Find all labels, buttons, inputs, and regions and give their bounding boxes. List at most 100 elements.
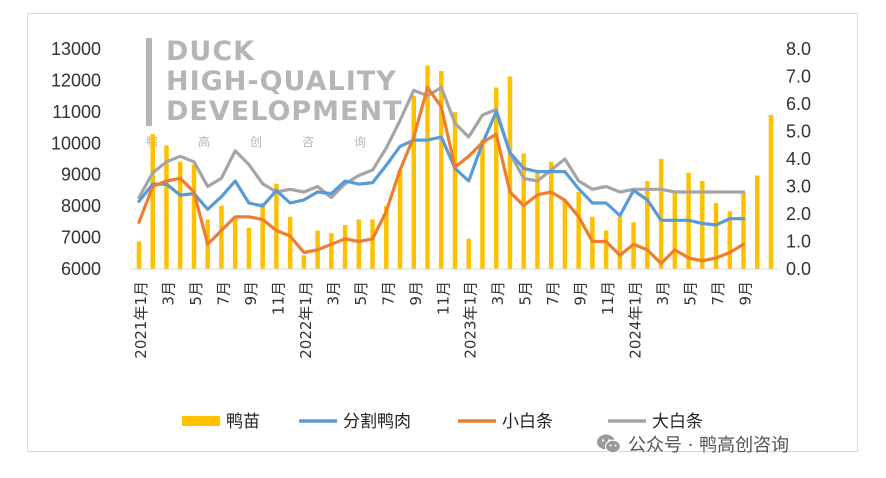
y-left-tick-label: 13000 <box>51 39 101 59</box>
legend-label: 分割鸭肉 <box>343 412 411 432</box>
bar-duckling <box>535 172 540 269</box>
bar-duckling <box>755 175 760 269</box>
x-tick-label: 3月 <box>160 281 178 306</box>
x-tick-label: 11月 <box>434 281 452 315</box>
x-tick-label: 9月 <box>242 281 260 306</box>
bar-duckling <box>191 164 197 269</box>
bar-duckling <box>219 205 224 269</box>
legend-label: 大白条 <box>652 412 703 432</box>
bar-duckling <box>425 65 430 269</box>
x-tick-label: 5月 <box>682 281 700 306</box>
x-tick-label: 9月 <box>737 281 755 306</box>
y-right-tick-label: 1.0 <box>786 232 811 252</box>
x-tick-label: 7月 <box>709 281 727 306</box>
bar-duckling <box>384 205 389 269</box>
bar-duckling <box>480 139 485 269</box>
y-axis-left: 6000 7000 8000 9000 10000 11000 12000 13000 <box>51 39 101 279</box>
legend-label: 鸭苗 <box>226 412 260 432</box>
bar-duckling <box>177 161 183 269</box>
line-segmented-duck <box>137 110 746 227</box>
x-tick-label: 2021年1月 <box>132 281 150 359</box>
bar-duckling <box>287 216 293 269</box>
bar-duckling <box>329 233 334 269</box>
y-left-tick-label: 10000 <box>51 133 101 153</box>
x-axis-ticks: 2021年1月 3月 5月 7月 9月 11月 2022年1月 3月 5月 7月 9月 11月 2023… <box>132 281 755 359</box>
bar-duckling <box>576 192 581 269</box>
legend-label: 小白条 <box>502 412 553 432</box>
line-series-group <box>137 85 746 266</box>
bar-duckling <box>645 181 650 269</box>
watermark-line1: DUCK <box>166 36 255 67</box>
bar-duckling <box>342 225 348 269</box>
bar-duckling <box>260 203 265 269</box>
x-tick-label: 9月 <box>572 281 590 306</box>
bar-duckling <box>466 238 471 269</box>
y-left-tick-label: 12000 <box>51 70 101 90</box>
bar-duckling <box>493 87 499 269</box>
bar-duckling <box>301 255 307 269</box>
line-small-carcass <box>137 85 746 266</box>
x-tick-label: 11月 <box>599 281 617 315</box>
footer-source: 公众号 · 鸭高创咨询 <box>596 431 789 457</box>
x-tick-label: 3月 <box>654 281 672 306</box>
legend: 鸭苗 分割鸭肉 小白条 大白条 <box>182 412 703 432</box>
x-tick-label: 7月 <box>214 281 232 306</box>
bar-duckling <box>617 216 623 269</box>
bar-duckling <box>713 203 719 269</box>
bar-duckling <box>232 216 238 269</box>
x-tick-label: 3月 <box>324 281 342 306</box>
bar-duckling <box>370 219 375 269</box>
chart-frame <box>27 13 858 452</box>
y-left-tick-label: 11000 <box>52 102 101 122</box>
x-tick-label: 2024年1月 <box>627 281 645 359</box>
bar-duckling <box>452 112 458 269</box>
line-large-carcass <box>137 85 746 200</box>
x-tick-label: 9月 <box>407 281 425 306</box>
y-right-tick-label: 7.0 <box>786 67 811 87</box>
y-right-tick-label: 0.0 <box>786 259 811 279</box>
bar-duckling <box>274 183 279 269</box>
x-tick-label: 7月 <box>544 281 562 306</box>
bar-duckling <box>136 241 142 269</box>
x-tick-label: 2022年1月 <box>297 281 315 359</box>
y-axis-right: 0.0 1.0 2.0 3.0 4.0 5.0 6.0 7.0 8.0 <box>786 39 811 279</box>
x-tick-label: 2023年1月 <box>462 281 480 359</box>
y-right-tick-label: 6.0 <box>786 94 811 114</box>
x-tick-label: 3月 <box>489 281 507 306</box>
bar-duckling <box>356 219 362 269</box>
watermark-char: 高 <box>198 134 210 149</box>
footer-text: 公众号 · 鸭高创咨询 <box>628 435 790 456</box>
watermark-line2: HIGH-QUALITY <box>166 66 397 97</box>
y-left-tick-label: 6000 <box>61 259 101 279</box>
legend-swatch <box>182 416 220 426</box>
watermark-char: 询 <box>354 135 366 149</box>
bar-duckling <box>768 115 774 269</box>
wechat-icon <box>597 434 622 454</box>
bar-duckling <box>562 200 568 269</box>
bar-duckling <box>727 211 733 269</box>
bar-duckling <box>164 145 169 269</box>
y-right-tick-label: 5.0 <box>786 122 811 142</box>
x-tick-label: 11月 <box>269 281 287 315</box>
watermark-char: 咨 <box>302 134 314 149</box>
bar-duckling <box>397 170 403 269</box>
bar-duckling <box>411 95 417 269</box>
watermark-chars: 鸭高创咨询 <box>146 134 366 149</box>
x-tick-label: 5月 <box>352 281 370 306</box>
bar-duckling <box>439 71 444 269</box>
bar-duckling <box>246 227 252 269</box>
watermark-char: 创 <box>250 135 262 149</box>
bar-duckling <box>603 230 609 269</box>
y-left-tick-label: 7000 <box>61 228 101 248</box>
bar-duckling <box>548 161 554 269</box>
y-right-tick-label: 2.0 <box>786 204 811 224</box>
bar-duckling <box>507 76 513 269</box>
watermark-line3: DEVELOPMENT <box>166 96 403 127</box>
bar-duckling <box>658 159 664 269</box>
watermark-bar <box>146 38 152 126</box>
watermark: DUCK HIGH-QUALITY DEVELOPMENT 鸭高创咨询 <box>146 36 403 149</box>
x-tick-label: 5月 <box>187 281 205 306</box>
y-right-tick-label: 8.0 <box>786 39 811 59</box>
x-tick-label: 5月 <box>517 281 535 306</box>
